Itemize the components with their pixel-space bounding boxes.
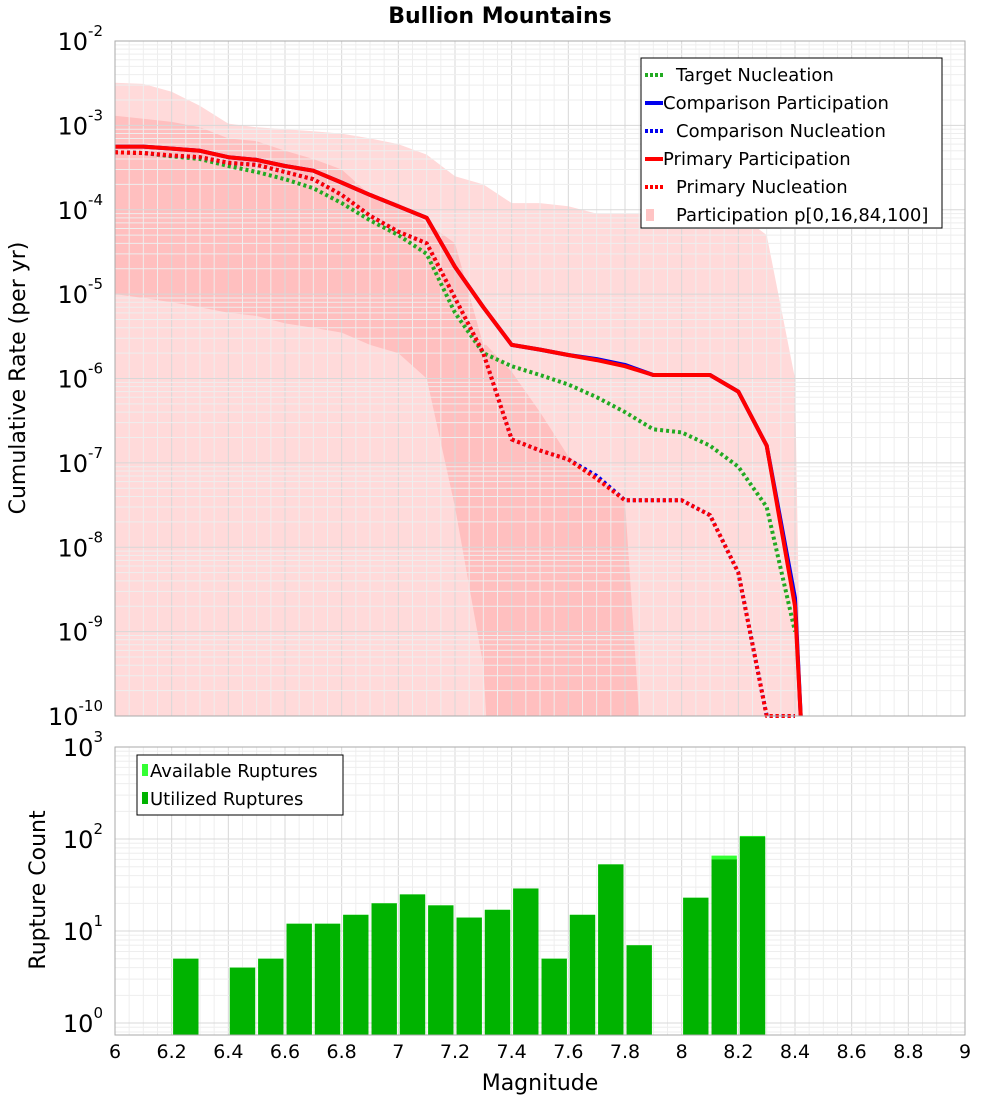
bar-utilized-ruptures <box>598 864 624 1035</box>
legend-entry-label: Primary Participation <box>663 149 851 170</box>
bar-utilized-ruptures <box>683 897 709 1035</box>
top-y-tick-label: 10-10 <box>48 697 103 731</box>
bar-utilized-ruptures <box>343 914 369 1035</box>
rate-plot-frame <box>114 40 966 717</box>
x-tick-label: 7.2 <box>440 1041 470 1063</box>
legend-entry-label: Target Nucleation <box>675 65 834 86</box>
bar-utilized-ruptures <box>173 958 199 1035</box>
bar-utilized-ruptures <box>711 859 737 1035</box>
legend-entry-label: Primary Nucleation <box>676 177 848 198</box>
bar-utilized-ruptures <box>399 894 426 1035</box>
x-tick-label: 6 <box>109 1041 121 1063</box>
bottom-y-axis-label: Rupture Count <box>26 810 51 970</box>
top-y-tick-label: 10-2 <box>57 22 103 56</box>
x-tick-label: 8.8 <box>893 1041 923 1063</box>
legend-swatch <box>646 209 654 221</box>
count-legend-box <box>136 754 344 816</box>
x-axis-label: Magnitude <box>482 1071 599 1096</box>
bottom-y-tick-label: 100 <box>63 1004 103 1038</box>
legend-entry-label: Comparison Participation <box>663 93 889 114</box>
top-y-tick-label: 10-3 <box>57 106 103 140</box>
x-tick-label: 8.4 <box>780 1041 810 1063</box>
x-tick-label: 7.4 <box>497 1041 527 1063</box>
bottom-y-tick-label: 101 <box>63 912 103 946</box>
x-tick-label: 7.6 <box>553 1041 583 1063</box>
top-y-tick-label: 10-5 <box>57 275 103 309</box>
x-tick-label: 9 <box>959 1041 971 1063</box>
bottom-y-tick-label: 103 <box>63 728 103 762</box>
series-line-primary-participation <box>115 144 803 717</box>
legend-entry-label: Utilized Ruptures <box>150 789 303 810</box>
series-line-target-nucleation <box>114 150 797 633</box>
rupture-count-panel: 100 101 102 103 6 6.2 6.4 6.6 6.8 7 7.2 7.4 7.6 7.8 8 8… <box>63 728 971 1063</box>
series-line-primary-nucleation <box>114 150 795 718</box>
bar-utilized-ruptures <box>314 923 341 1035</box>
bar-utilized-ruptures <box>456 917 482 1035</box>
top-y-tick-label: 10-4 <box>57 191 103 225</box>
bar-utilized-ruptures <box>739 836 766 1035</box>
bottom-y-tick-label: 102 <box>63 820 103 854</box>
bar-utilized-ruptures <box>428 905 454 1035</box>
bar-utilized-ruptures <box>371 903 397 1035</box>
top-y-tick-label: 10-7 <box>57 444 103 478</box>
legend-entry-label: Participation p[0,16,84,100] <box>676 205 928 226</box>
bar-utilized-ruptures <box>484 909 511 1035</box>
legend-entry-label: Available Ruptures <box>150 761 318 782</box>
x-tick-label: 8.6 <box>837 1041 867 1063</box>
x-tick-label: 7 <box>392 1041 404 1063</box>
legend-swatch <box>142 764 148 776</box>
x-tick-label: 6.4 <box>213 1041 243 1063</box>
rate-panel: 10-10 10-9 10-8 10-7 10-6 10-5 10-4 10-3 10-2 Tar… <box>48 22 966 731</box>
x-tick-label: 7.8 <box>610 1041 640 1063</box>
rate-legend-box <box>640 57 943 229</box>
top-y-axis-label: Cumulative Rate (per yr) <box>6 242 31 515</box>
top-y-tick-label: 10-9 <box>57 613 103 647</box>
top-y-tick-label: 10-6 <box>57 360 103 394</box>
bar-utilized-ruptures <box>286 923 312 1035</box>
count-plot-frame <box>114 746 966 1036</box>
bar-utilized-ruptures <box>229 967 256 1035</box>
top-y-tick-label: 10-8 <box>57 528 103 562</box>
bar-utilized-ruptures <box>569 914 596 1035</box>
x-tick-label: 6.8 <box>327 1041 357 1063</box>
x-tick-label: 6.2 <box>157 1041 187 1063</box>
bar-utilized-ruptures <box>626 945 652 1035</box>
x-tick-label: 8 <box>676 1041 688 1063</box>
bar-utilized-ruptures <box>258 958 284 1035</box>
chart-title: Bullion Mountains <box>388 4 611 29</box>
rate-legend: Target Nucleation Comparison Participatio… <box>640 57 943 229</box>
legend-entry-label: Comparison Nucleation <box>676 121 886 142</box>
legend-swatch <box>142 792 148 804</box>
bar-utilized-ruptures <box>513 888 539 1035</box>
count-legend: Available Ruptures Utilized Ruptures <box>136 754 344 816</box>
x-tick-label: 8.2 <box>723 1041 753 1063</box>
bar-utilized-ruptures <box>541 958 567 1035</box>
x-tick-label: 6.6 <box>270 1041 300 1063</box>
